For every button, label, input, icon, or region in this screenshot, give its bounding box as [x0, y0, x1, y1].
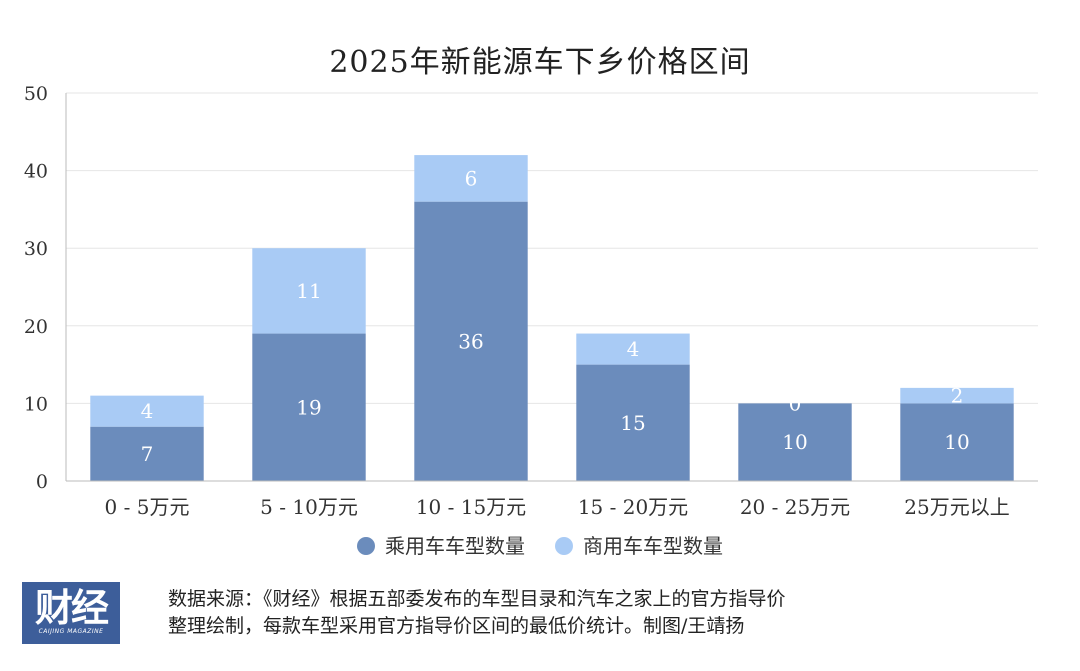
- x-tick-label: 20 - 25万元: [740, 495, 850, 519]
- y-tick-label: 40: [24, 161, 48, 183]
- x-tick-label: 10 - 15万元: [416, 495, 526, 519]
- data-label: 19: [296, 395, 321, 419]
- bars: [90, 155, 1014, 481]
- bar-commercial: [414, 155, 528, 202]
- data-label: 0: [789, 391, 802, 415]
- caijing-logo: 财经 CAIJING MAGAZINE: [22, 582, 120, 644]
- bar-commercial: [90, 395, 204, 427]
- data-label: 10: [944, 430, 969, 454]
- x-tick-label: 25万元以上: [904, 495, 1009, 519]
- source-line-2: 整理绘制，每款车型采用官方指导价区间的最低价统计。制图/王靖扬: [168, 615, 745, 637]
- y-tick-label: 50: [24, 83, 48, 105]
- data-label: 15: [620, 411, 645, 435]
- bar-passenger: [252, 333, 366, 481]
- gridlines: [66, 92, 1038, 404]
- y-tick-label: 30: [24, 238, 48, 260]
- x-tick-label: 5 - 10万元: [260, 495, 358, 519]
- bar-passenger: [900, 403, 1014, 481]
- legend-marker: [555, 537, 573, 555]
- footer: 财经 CAIJING MAGAZINE 数据来源：《财经》根据五部委发布的车型目…: [22, 580, 1062, 650]
- bar-commercial: [900, 387, 1014, 404]
- data-label: 6: [465, 166, 478, 190]
- data-label: 7: [141, 442, 154, 466]
- data-labels: 7 4 19 11 36 6 15 4 10 0 10 2: [141, 166, 970, 465]
- source-note: 数据来源：《财经》根据五部委发布的车型目录和汽车之家上的官方指导价 整理绘制，每…: [168, 586, 1048, 640]
- bar-passenger: [738, 403, 852, 481]
- data-label: 4: [627, 337, 640, 361]
- logo-subtext: CAIJING MAGAZINE: [38, 628, 104, 635]
- bar-passenger: [414, 201, 528, 481]
- bar-commercial: [252, 248, 366, 334]
- legend-marker: [357, 537, 375, 555]
- bar-passenger: [90, 426, 204, 481]
- chart-title: 2025年新能源车下乡价格区间: [329, 45, 750, 80]
- legend-label: 商用车车型数量: [583, 534, 723, 558]
- bar-passenger: [576, 364, 690, 481]
- source-line-1: 数据来源：《财经》根据五部委发布的车型目录和汽车之家上的官方指导价: [168, 588, 786, 610]
- data-label: 10: [782, 430, 807, 454]
- logo-text: 财经: [34, 586, 109, 630]
- bar-commercial: [576, 333, 690, 365]
- y-tick-label: 20: [24, 316, 48, 338]
- x-tick-label: 15 - 20万元: [578, 495, 688, 519]
- data-label: 2: [951, 384, 964, 408]
- data-label: 4: [141, 399, 154, 423]
- data-label: 36: [458, 329, 483, 353]
- x-tick-label: 0 - 5万元: [105, 495, 190, 519]
- y-tick-label: 0: [36, 471, 48, 493]
- y-tick-label: 10: [24, 393, 48, 415]
- legend: 乘用车车型数量 商用车车型数量: [357, 534, 723, 558]
- data-label: 11: [296, 279, 321, 303]
- legend-label: 乘用车车型数量: [385, 534, 525, 558]
